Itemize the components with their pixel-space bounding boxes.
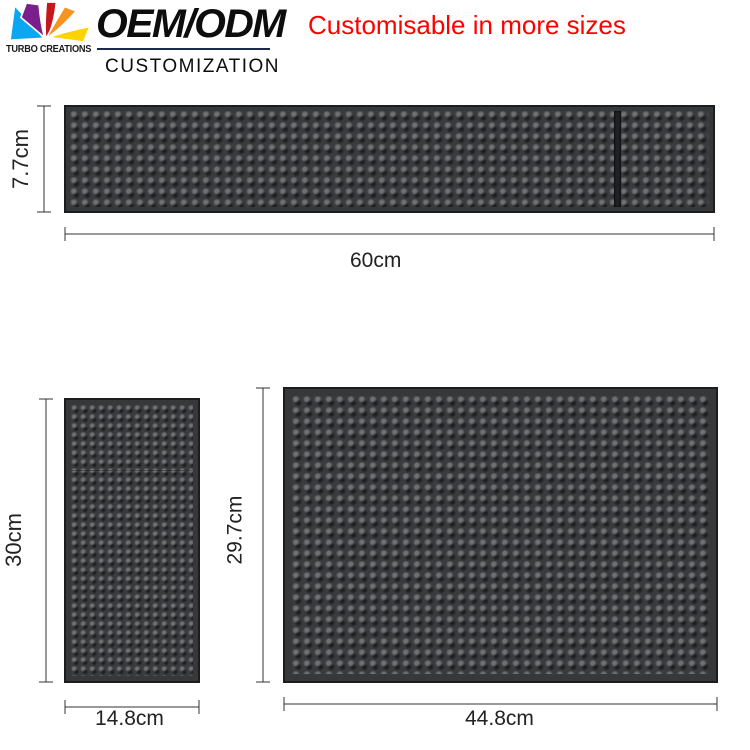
svg-text:7.7cm: 7.7cm [8,129,33,189]
svg-text:30cm: 30cm [1,513,26,567]
svg-text:29.7cm: 29.7cm [224,496,247,565]
